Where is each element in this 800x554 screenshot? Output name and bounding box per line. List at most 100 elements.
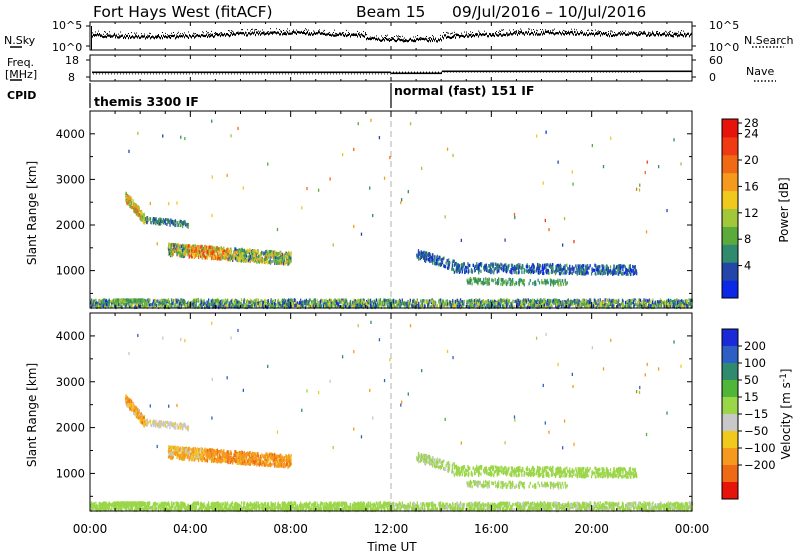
freq-trace xyxy=(625,70,626,73)
heatmap-cell xyxy=(331,304,334,308)
noise-search-trace xyxy=(304,29,305,31)
freq-trace xyxy=(495,70,496,73)
noise-search-trace xyxy=(188,31,189,33)
noise-search-trace xyxy=(528,28,529,30)
heatmap-cell xyxy=(371,305,373,309)
freq-trace xyxy=(509,70,510,73)
freq-trace xyxy=(614,70,615,73)
heatmap-cell xyxy=(301,303,303,308)
freq-trace xyxy=(371,71,372,74)
noise-sky-trace xyxy=(657,32,658,36)
freq-trace xyxy=(328,71,329,74)
freq-trace xyxy=(149,71,150,74)
freq-trace xyxy=(139,71,140,74)
heatmap-cell xyxy=(320,299,322,303)
heatmap-cell xyxy=(271,300,273,304)
heatmap-cell xyxy=(250,252,252,256)
heatmap-cell xyxy=(530,299,533,303)
freq-trace xyxy=(359,71,360,74)
freq-trace xyxy=(611,70,612,73)
heatmap-cell xyxy=(180,304,183,308)
noise-sky-trace xyxy=(501,34,502,37)
freq-trace xyxy=(241,71,242,74)
heatmap-cell xyxy=(614,299,616,304)
heatmap-cell xyxy=(261,258,263,262)
heatmap-cell xyxy=(435,304,437,309)
heatmap-cell xyxy=(421,303,424,308)
noise-sky-trace xyxy=(112,35,113,38)
freq-trace xyxy=(424,72,425,75)
noise-sky-trace xyxy=(464,35,465,39)
freq-trace xyxy=(396,72,397,75)
noise-sky-trace xyxy=(279,33,280,36)
heatmap-cell xyxy=(444,302,446,306)
noise-sky-trace xyxy=(615,33,616,36)
heatmap-cell xyxy=(271,250,273,254)
freq-trace xyxy=(484,70,485,73)
heatmap-cell xyxy=(188,255,190,259)
heatmap-cell xyxy=(163,298,165,303)
heatmap-cell xyxy=(287,304,289,309)
freq-trace xyxy=(162,71,163,74)
heatmap-cell xyxy=(438,299,440,304)
heatmap-cell xyxy=(661,301,664,305)
noise-sky-trace xyxy=(133,36,134,39)
freq-trace xyxy=(578,70,579,73)
heatmap-cell xyxy=(220,304,223,308)
noise-search-trace xyxy=(464,31,465,33)
noise-sky-trace xyxy=(150,37,151,40)
freq-trace xyxy=(173,71,174,74)
noise-sky-trace xyxy=(92,35,93,38)
heatmap-cell xyxy=(355,303,357,308)
nave-trace xyxy=(156,73,157,75)
noise-sky-trace xyxy=(461,34,462,37)
heatmap-cell xyxy=(462,300,464,304)
heatmap-cell xyxy=(281,252,283,256)
heatmap-cell xyxy=(253,254,255,258)
freq-trace xyxy=(436,72,437,75)
freq-trace xyxy=(367,71,368,74)
heatmap-cell xyxy=(448,300,451,304)
freq-trace xyxy=(307,71,308,74)
heatmap-cell xyxy=(569,303,572,307)
heatmap-cell xyxy=(505,300,507,304)
heatmap-cell xyxy=(111,304,113,309)
heatmap-cell xyxy=(199,303,202,307)
heatmap-cell xyxy=(457,302,459,306)
freq-trace xyxy=(413,72,414,75)
noise-sky-trace xyxy=(259,31,260,34)
heatmap-cell xyxy=(240,302,242,306)
noise-search-trace xyxy=(92,32,93,34)
nave-trace xyxy=(339,73,340,75)
nave-trace xyxy=(270,73,271,75)
heatmap-cell xyxy=(383,298,385,302)
heatmap-cell xyxy=(689,301,692,305)
noise-search-trace xyxy=(178,31,179,33)
freq-trace xyxy=(452,70,453,73)
heatmap-cell xyxy=(228,304,231,309)
freq-trace xyxy=(261,71,262,74)
freq-trace xyxy=(143,71,144,74)
nave-trace xyxy=(468,71,469,73)
noise-sky-trace xyxy=(389,39,390,42)
heatmap-cell xyxy=(622,301,624,306)
heatmap-cell xyxy=(439,304,441,308)
heatmap-cell xyxy=(315,303,317,307)
heatmap-cell xyxy=(246,305,248,309)
freq-trace xyxy=(201,71,202,74)
freq-trace xyxy=(582,70,583,73)
noise-sky-trace xyxy=(160,37,161,40)
freq-trace xyxy=(309,71,310,74)
heatmap-cell xyxy=(673,305,676,309)
noise-search-trace xyxy=(391,37,392,39)
noise-sky-trace xyxy=(447,35,448,39)
nave-trace xyxy=(219,73,220,75)
heatmap-cell xyxy=(516,305,518,309)
noise-search-trace xyxy=(471,33,472,35)
noise-sky-trace xyxy=(587,34,588,37)
heatmap-cell xyxy=(300,298,302,302)
freq-trace xyxy=(298,71,299,74)
freq-trace xyxy=(310,71,311,74)
nave-trace xyxy=(237,73,238,75)
noise-sky-trace xyxy=(290,32,291,35)
